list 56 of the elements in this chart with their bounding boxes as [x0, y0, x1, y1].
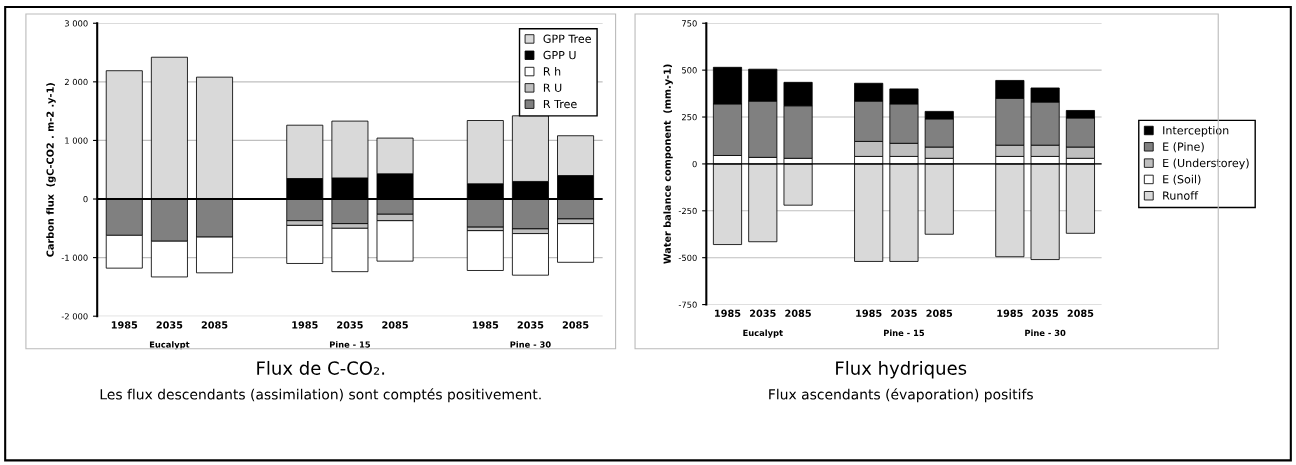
y-tick-label: 0: [83, 196, 88, 203]
text: Eucalypt: [149, 341, 190, 350]
y-tick-label: -750: [678, 301, 697, 308]
legend-label: R Tree: [543, 99, 577, 109]
y-tick-label: 3 000: [64, 20, 88, 27]
text: Pine - 30: [1025, 329, 1066, 337]
y-tick-label: 750: [682, 20, 697, 27]
legend-label: Interception: [1163, 125, 1229, 137]
y-tick-label: -1 000: [61, 254, 88, 261]
text: Pine - 15: [329, 341, 371, 348]
y-tick-label: 250: [682, 114, 697, 121]
legend-label: R h: [543, 66, 561, 76]
legend-label: E (Understorey): [1163, 158, 1249, 170]
x-tick-label: 2035: [891, 309, 917, 317]
x-tick-label: 1985: [111, 321, 138, 329]
y-tick-label: 500: [682, 67, 697, 74]
y-axis-title: Water balance component (mm.y-1): [663, 64, 673, 264]
legend-label: R U: [543, 83, 562, 92]
x-tick-label: 2035: [337, 321, 363, 329]
x-tick-label: 2035: [1032, 309, 1058, 317]
x-tick-label: 2035: [750, 309, 776, 317]
y-tick-label: -250: [678, 207, 697, 215]
x-tick-label: 2085: [201, 321, 228, 329]
x-tick-label: 1985: [292, 321, 318, 329]
y-axis-title: Carbon flux (gC-CO2 . m-2 .y-1): [46, 83, 56, 257]
legend-label: Runoff: [1163, 191, 1199, 200]
text: Eucalypt: [743, 329, 783, 338]
x-tick-label: 2085: [785, 309, 811, 317]
bar: [286, 224, 324, 264]
x-tick-label: 2085: [382, 321, 408, 329]
x-tick-label: 1985: [997, 309, 1023, 317]
text: Flux de C-CO₂.: [257, 360, 385, 375]
legend-label: GPP U: [543, 50, 576, 60]
x-tick-label: 2085: [562, 321, 589, 329]
legend-label: E (Soil): [1163, 174, 1201, 185]
y-tick-label: -2 000: [61, 313, 88, 320]
x-tick-label: 2035: [156, 321, 183, 329]
x-tick-label: 2085: [1067, 309, 1094, 317]
text: Pine - 30: [510, 341, 551, 348]
legend-label: E (Pine): [1163, 142, 1204, 153]
y-tick-label: 2 000: [64, 78, 88, 86]
legend-label: GPP Tree: [543, 34, 591, 43]
text: Flux hydriques: [836, 360, 967, 379]
text: Flux ascendants (évaporation) positifs: [769, 388, 1033, 403]
y-tick-label: 1 000: [65, 137, 88, 144]
bar: [466, 230, 504, 271]
y-tick-label: 0: [692, 160, 697, 168]
x-tick-label: 2035: [517, 321, 544, 329]
x-tick-label: 1985: [856, 309, 882, 317]
x-tick-label: 1985: [472, 321, 499, 329]
x-tick-label: 2085: [926, 309, 953, 317]
x-tick-label: 1985: [715, 309, 741, 317]
y-tick-label: -500: [678, 254, 697, 261]
bar: [331, 227, 369, 273]
text: Pine - 15: [884, 329, 925, 337]
text: Les flux descendants (assimilation) sont comptés positivement.: [100, 388, 541, 403]
